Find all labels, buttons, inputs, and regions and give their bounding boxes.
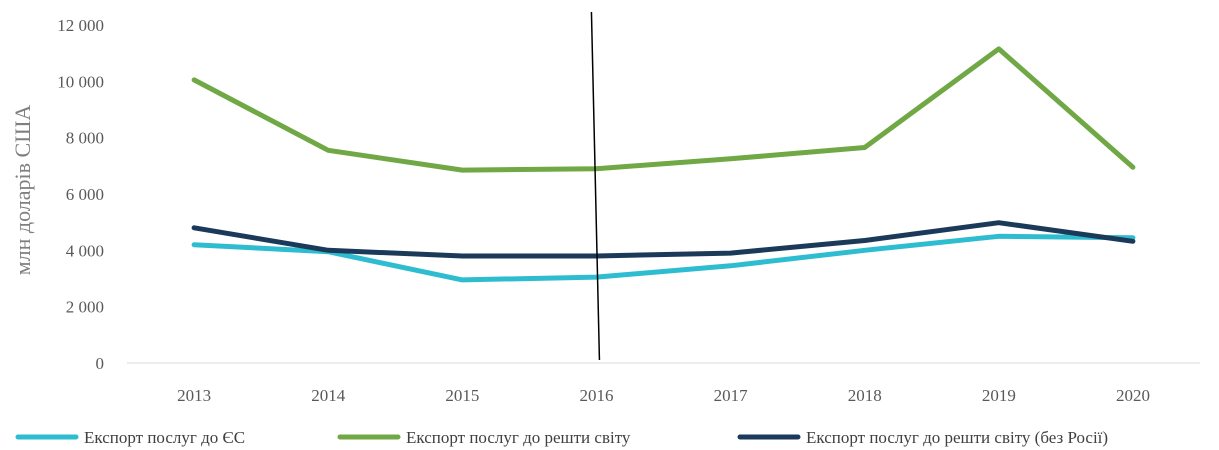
x-axis-ticks: 2013 2014 2015 2016 2017 2018 2019 2020 [177,386,1150,405]
vertical-marker-line [590,11,601,361]
y-tick-label: 4 000 [66,241,104,260]
series-line [191,46,1136,173]
x-tick-label: 2020 [1116,386,1150,405]
y-tick-label: 2 000 [66,298,104,317]
y-tick-label: 10 000 [57,72,104,91]
x-tick-label: 2016 [579,386,613,405]
y-tick-label: 6 000 [66,185,104,204]
legend-label: Експорт послуг до решти світу (без Росії… [806,428,1108,447]
series-line [191,220,1136,259]
y-axis-label: млн доларів США [10,105,35,276]
x-tick-label: 2017 [714,386,749,405]
legend: Експорт послуг до ЄС Експорт послуг до ре… [15,428,1108,447]
series-lines [191,46,1136,283]
x-tick-label: 2015 [445,386,479,405]
y-axis-ticks: 0 2 000 4 000 6 000 8 000 10 000 12 000 [57,16,104,373]
y-tick-label: 0 [96,354,105,373]
legend-label: Експорт послуг до ЄС [84,428,245,447]
x-tick-label: 2018 [848,386,882,405]
x-tick-label: 2014 [311,386,346,405]
series-line [191,233,1136,283]
y-tick-label: 8 000 [66,129,104,148]
legend-label: Експорт послуг до решти світу [406,428,631,447]
y-tick-label: 12 000 [57,16,104,35]
x-tick-label: 2013 [177,386,211,405]
x-tick-label: 2019 [982,386,1016,405]
